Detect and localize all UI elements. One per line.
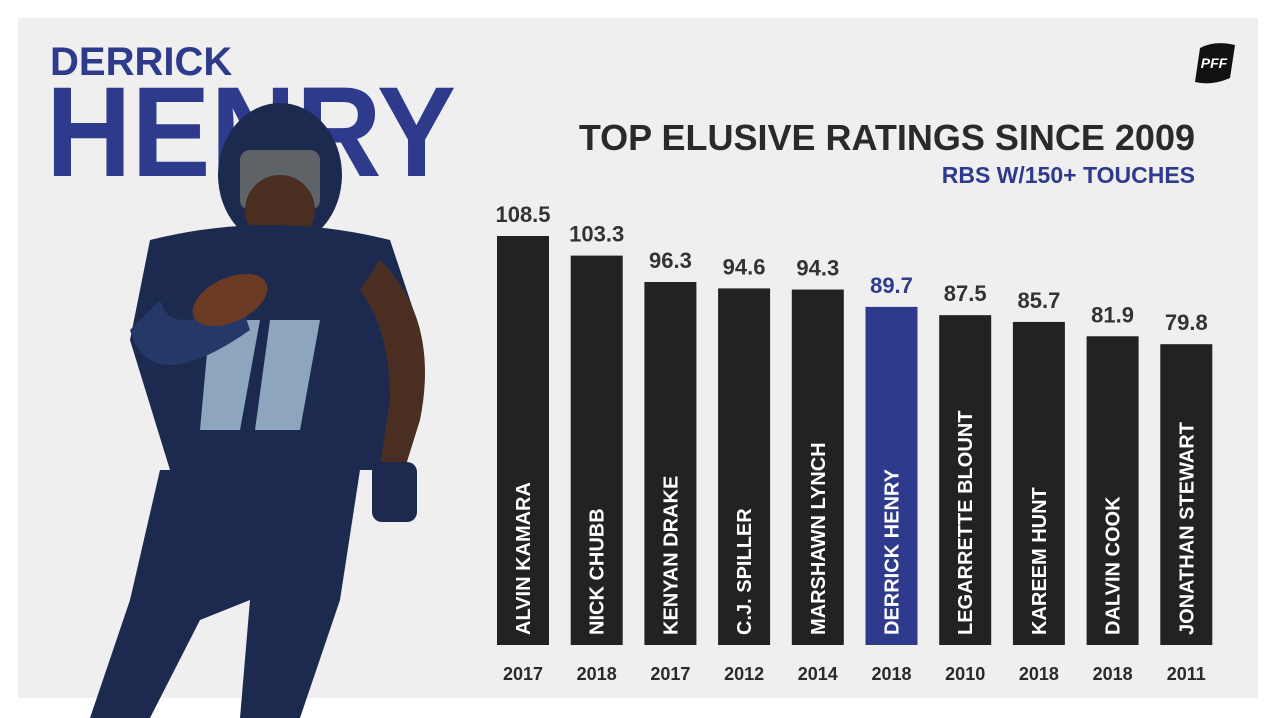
bar (1012, 321, 1065, 645)
bar-name: KENYAN DRAKE (660, 476, 682, 635)
year-label: 2018 (871, 664, 911, 684)
bar (865, 306, 918, 645)
logo-mark (1195, 43, 1235, 84)
bar-name: KAREEM HUNT (1029, 487, 1051, 635)
year-label: 2018 (1093, 664, 1133, 684)
chart-title: TOP ELUSIVE RATINGS SINCE 2009 (579, 117, 1195, 158)
bar-name: LEGARRETTE BLOUNT (955, 411, 977, 635)
bar (939, 315, 992, 645)
year-label: 2017 (650, 664, 690, 684)
value-label: 85.7 (1017, 288, 1060, 313)
value-label: 94.6 (723, 254, 766, 279)
year-label: 2018 (1019, 664, 1059, 684)
chart-subtitle: RBS W/150+ TOUCHES (942, 162, 1195, 188)
bar-name: MARSHAWN LYNCH (808, 442, 830, 635)
logo-text: PFF (1201, 55, 1228, 71)
bar (791, 289, 844, 645)
value-label: 108.5 (495, 202, 550, 227)
value-label: 89.7 (870, 273, 913, 298)
value-label: 96.3 (649, 248, 692, 273)
year-label: 2011 (1167, 664, 1206, 684)
bar-name: ALVIN KAMARA (513, 482, 535, 635)
value-label: 87.5 (944, 281, 987, 306)
headline-first: DERRICK (50, 40, 232, 84)
value-label: 94.3 (796, 256, 839, 281)
bar (1160, 344, 1213, 645)
value-label: 81.9 (1091, 302, 1134, 327)
value-label: 79.8 (1165, 310, 1208, 335)
bar (718, 288, 771, 645)
bar-name: C.J. SPILLER (734, 508, 756, 635)
year-label: 2014 (798, 664, 838, 684)
bar-name: JONATHAN STEWART (1176, 422, 1198, 635)
bar (644, 281, 697, 645)
year-label: 2018 (577, 664, 617, 684)
value-label: 103.3 (569, 222, 624, 247)
bar (570, 255, 623, 645)
bar-name: DERRICK HENRY (882, 468, 904, 635)
year-label: 2010 (945, 664, 985, 684)
player-figure (90, 103, 425, 718)
year-label: 2012 (724, 664, 764, 684)
bar (1086, 336, 1139, 645)
bar-name: NICK CHUBB (587, 508, 609, 635)
year-label: 2017 (503, 664, 543, 684)
bar-name: DALVIN COOK (1103, 496, 1125, 635)
bar (497, 236, 549, 645)
